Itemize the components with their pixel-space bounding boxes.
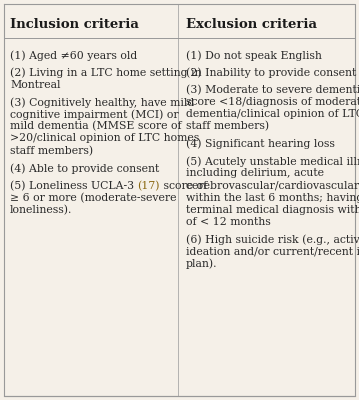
Text: staff members): staff members) [186, 121, 269, 132]
Text: (1) Do not speak English: (1) Do not speak English [186, 50, 322, 60]
Text: Inclusion criteria: Inclusion criteria [10, 18, 139, 31]
Text: staff members): staff members) [10, 146, 93, 156]
Text: (5) Loneliness UCLA-3: (5) Loneliness UCLA-3 [10, 180, 137, 191]
Text: dementia/clinical opinion of LTC homes: dementia/clinical opinion of LTC homes [186, 109, 359, 119]
Text: (1) Aged ≠60 years old: (1) Aged ≠60 years old [10, 50, 137, 60]
Text: (2) Living in a LTC home setting in: (2) Living in a LTC home setting in [10, 68, 201, 78]
Text: (17): (17) [137, 180, 160, 191]
Text: (6) High suicide risk (e.g., active suicidal: (6) High suicide risk (e.g., active suic… [186, 234, 359, 245]
Text: cerebrovascular/cardiovascular events: cerebrovascular/cardiovascular events [186, 180, 359, 190]
Text: plan).: plan). [186, 258, 217, 269]
Text: ideation and/or current/recent intent or: ideation and/or current/recent intent or [186, 246, 359, 256]
Text: mild dementia (MMSE score of: mild dementia (MMSE score of [10, 121, 182, 132]
Text: (5) Acutely unstable medical illnesses,: (5) Acutely unstable medical illnesses, [186, 156, 359, 167]
Text: loneliness).: loneliness). [10, 205, 73, 215]
Text: score <18/diagnosis of moderate-severe: score <18/diagnosis of moderate-severe [186, 97, 359, 107]
Text: (4) Able to provide consent: (4) Able to provide consent [10, 163, 159, 174]
Text: cognitive impairment (MCI) or: cognitive impairment (MCI) or [10, 109, 179, 120]
Text: score of: score of [160, 180, 208, 190]
Text: (3) Cognitively healthy, have mild: (3) Cognitively healthy, have mild [10, 97, 194, 108]
Text: Exclusion criteria: Exclusion criteria [186, 18, 317, 31]
Text: >20/clinical opinion of LTC homes: >20/clinical opinion of LTC homes [10, 134, 199, 144]
Text: terminal medical diagnosis with prognosis: terminal medical diagnosis with prognosi… [186, 205, 359, 215]
Text: (2) Inability to provide consent: (2) Inability to provide consent [186, 68, 356, 78]
Text: ≥ 6 or more (moderate-severe: ≥ 6 or more (moderate-severe [10, 193, 177, 203]
Text: within the last 6 months; having a: within the last 6 months; having a [186, 193, 359, 203]
Text: of < 12 months: of < 12 months [186, 217, 270, 227]
Text: including delirium, acute: including delirium, acute [186, 168, 324, 178]
Text: Montreal: Montreal [10, 80, 61, 90]
Text: (3) Moderate to severe dementia (MMSE: (3) Moderate to severe dementia (MMSE [186, 85, 359, 95]
Text: (4) Significant hearing loss: (4) Significant hearing loss [186, 139, 335, 150]
